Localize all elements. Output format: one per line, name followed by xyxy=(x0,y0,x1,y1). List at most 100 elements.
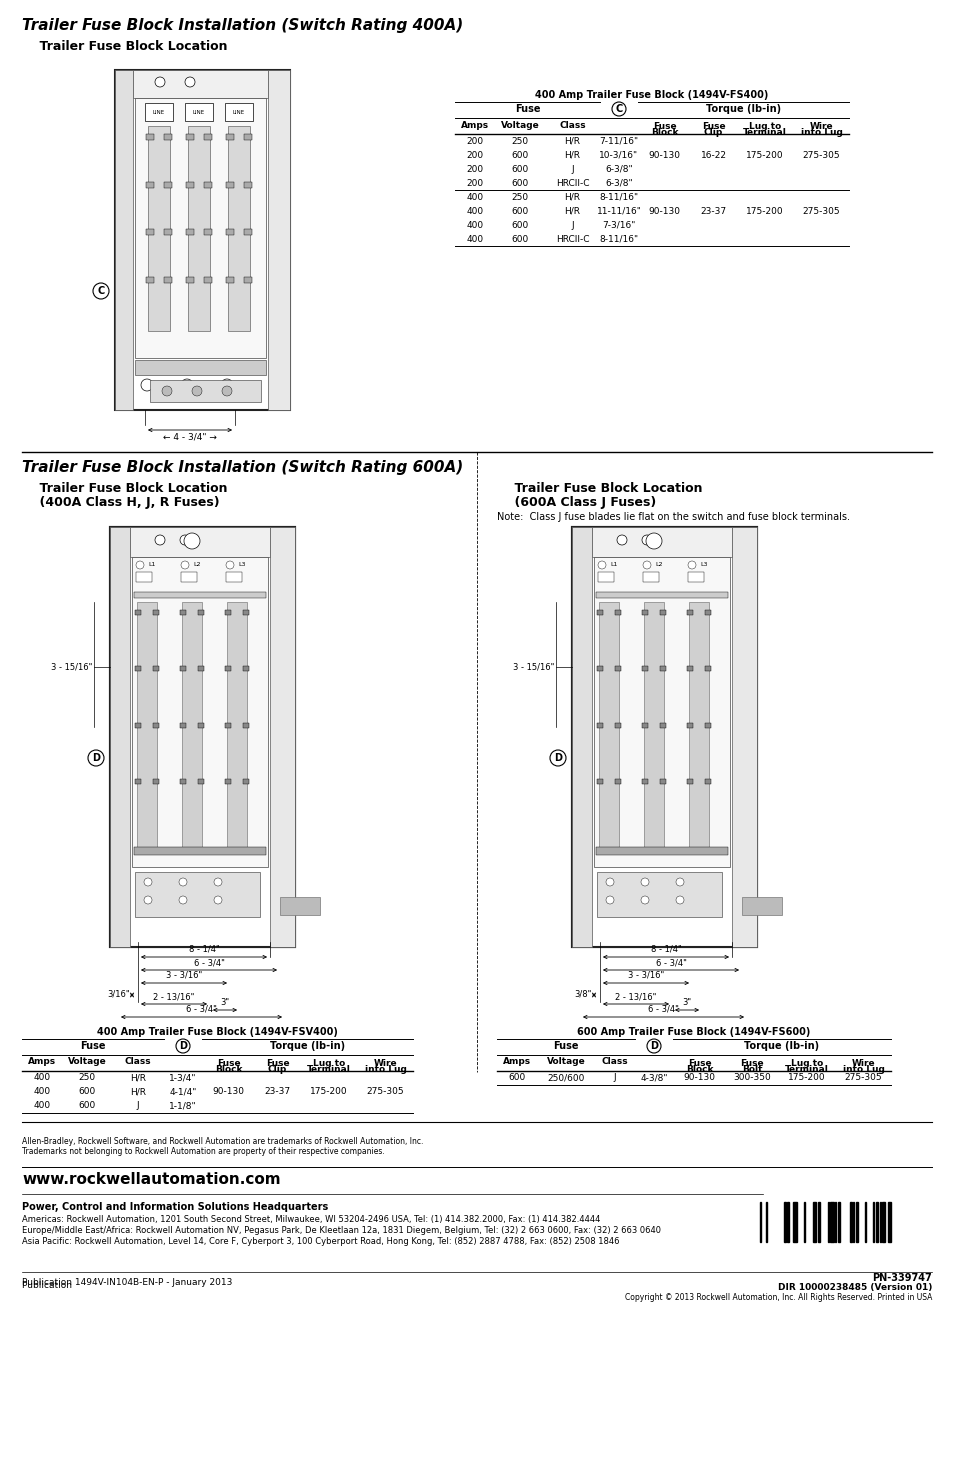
Text: D: D xyxy=(179,1041,187,1052)
Bar xyxy=(204,229,212,235)
Bar xyxy=(572,527,757,947)
Bar xyxy=(198,723,204,727)
Bar xyxy=(642,572,659,583)
Text: 200: 200 xyxy=(466,178,483,187)
Bar xyxy=(145,103,172,121)
Circle shape xyxy=(676,878,683,886)
Text: H/R: H/R xyxy=(130,1087,146,1096)
Bar xyxy=(875,1202,877,1242)
Text: 250: 250 xyxy=(78,1074,95,1083)
Bar xyxy=(864,1202,865,1242)
Circle shape xyxy=(179,878,187,886)
Text: H/R: H/R xyxy=(564,193,579,202)
Text: Power, Control and Information Solutions Headquarters: Power, Control and Information Solutions… xyxy=(22,1202,328,1212)
Bar xyxy=(615,723,620,727)
Text: Bolt: Bolt xyxy=(741,1065,761,1074)
Bar xyxy=(852,1202,853,1242)
Bar xyxy=(226,572,242,583)
Text: Trailer Fuse Block Location: Trailer Fuse Block Location xyxy=(497,482,701,496)
Text: Torque (lb-in): Torque (lb-in) xyxy=(705,105,781,114)
Text: Voltage: Voltage xyxy=(68,1058,107,1066)
Circle shape xyxy=(605,878,614,886)
Bar xyxy=(186,276,193,283)
Text: LINE: LINE xyxy=(193,109,205,115)
Text: 175-200: 175-200 xyxy=(310,1087,348,1096)
Bar xyxy=(243,611,249,615)
Text: into Lug: into Lug xyxy=(800,128,841,137)
Bar xyxy=(731,527,757,947)
Text: Fuse: Fuse xyxy=(515,105,539,114)
Bar xyxy=(849,1202,851,1242)
Bar xyxy=(186,229,193,235)
Text: 8 - 1/4": 8 - 1/4" xyxy=(650,945,680,954)
Bar xyxy=(146,276,153,283)
Circle shape xyxy=(175,1038,190,1053)
Text: 7-11/16": 7-11/16" xyxy=(598,137,638,146)
Bar xyxy=(765,1202,766,1242)
Text: Fuse: Fuse xyxy=(216,1059,240,1068)
Circle shape xyxy=(598,560,605,569)
Circle shape xyxy=(184,532,200,549)
Text: 4-1/4": 4-1/4" xyxy=(169,1087,196,1096)
Bar xyxy=(596,591,727,597)
Text: Terminal: Terminal xyxy=(784,1065,828,1074)
Bar xyxy=(594,558,729,867)
Text: 90-130: 90-130 xyxy=(648,207,679,215)
Bar xyxy=(243,723,249,727)
Text: Class: Class xyxy=(125,1058,152,1066)
Bar xyxy=(803,1202,804,1242)
Text: 600: 600 xyxy=(78,1102,95,1111)
Circle shape xyxy=(222,386,232,395)
Bar xyxy=(641,611,647,615)
Text: ← 4 - 3/4" →: ← 4 - 3/4" → xyxy=(163,434,216,442)
Bar xyxy=(741,897,781,914)
Text: C: C xyxy=(97,286,105,296)
Text: Lug to: Lug to xyxy=(748,122,781,131)
Bar xyxy=(243,779,249,783)
Circle shape xyxy=(550,749,565,766)
Text: Voltage: Voltage xyxy=(546,1058,585,1066)
Bar xyxy=(792,1202,796,1242)
Text: PN-339747: PN-339747 xyxy=(871,1273,931,1283)
Text: Trailer Fuse Block Location: Trailer Fuse Block Location xyxy=(22,40,227,53)
Bar xyxy=(659,723,665,727)
Bar xyxy=(180,723,186,727)
Bar xyxy=(152,779,159,783)
Circle shape xyxy=(180,535,190,544)
Bar xyxy=(597,667,602,671)
Bar xyxy=(597,779,602,783)
Text: Publication: Publication xyxy=(22,1280,74,1291)
Text: 400: 400 xyxy=(33,1074,51,1083)
Text: Voltage: Voltage xyxy=(500,121,538,130)
Circle shape xyxy=(144,878,152,886)
Bar xyxy=(164,276,172,283)
Text: 600: 600 xyxy=(511,178,528,187)
Text: 600: 600 xyxy=(511,220,528,230)
Bar xyxy=(135,779,141,783)
Bar xyxy=(786,1202,788,1242)
Text: 8 - 1/4": 8 - 1/4" xyxy=(189,945,219,954)
Text: Torque (lb-in): Torque (lb-in) xyxy=(743,1041,819,1052)
Bar xyxy=(204,276,212,283)
Bar xyxy=(872,1202,873,1242)
Circle shape xyxy=(181,560,189,569)
Bar xyxy=(270,527,294,947)
Text: Block: Block xyxy=(214,1065,242,1074)
Text: Fuse: Fuse xyxy=(687,1059,711,1068)
Text: 3": 3" xyxy=(220,999,230,1007)
Bar xyxy=(882,1202,884,1242)
Bar xyxy=(641,723,647,727)
Text: 6 - 3/4": 6 - 3/4" xyxy=(193,957,224,968)
Circle shape xyxy=(144,895,152,904)
Text: Amps: Amps xyxy=(28,1058,56,1066)
Text: (600A Class J Fuses): (600A Class J Fuses) xyxy=(497,496,656,509)
Text: 400: 400 xyxy=(466,220,483,230)
Text: 23-37: 23-37 xyxy=(700,207,726,215)
Bar xyxy=(188,125,210,330)
Text: Fuse: Fuse xyxy=(553,1041,578,1052)
Bar xyxy=(148,125,170,330)
Text: Lug to: Lug to xyxy=(313,1059,345,1068)
Circle shape xyxy=(192,386,202,395)
Bar xyxy=(572,527,757,947)
Bar xyxy=(226,229,233,235)
